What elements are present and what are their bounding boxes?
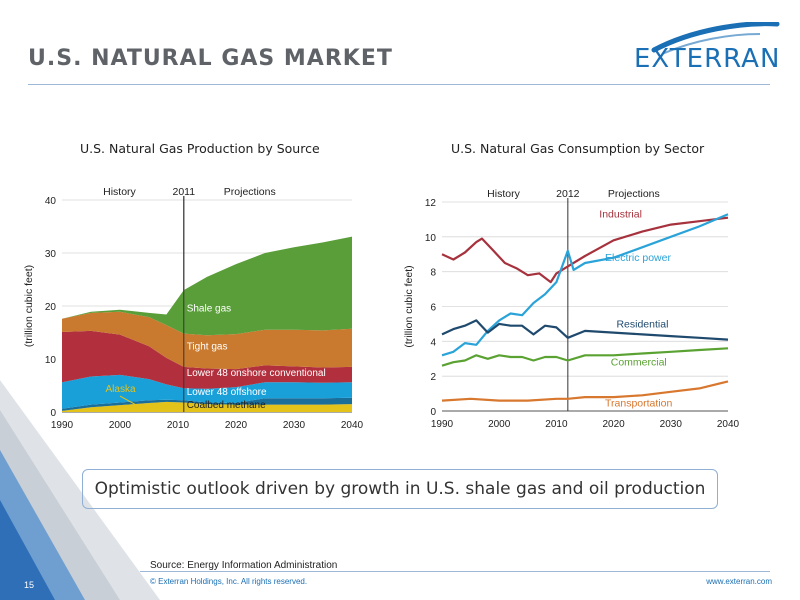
consumption-line-industrial xyxy=(441,216,729,284)
production-area-lower-48-onshore-conventional xyxy=(62,330,352,389)
consumption-ylabel: (trillion cubic feet) xyxy=(403,265,415,347)
page-number: 15 xyxy=(24,580,35,590)
logo-swoosh-icon xyxy=(651,22,780,55)
production-area-alaska xyxy=(62,397,352,411)
production-history-label: History xyxy=(103,186,136,198)
production-xtick-label: 2020 xyxy=(225,420,248,431)
production-series-label: Tight gas xyxy=(187,341,228,352)
consumption-series-label-transportation: Transportation xyxy=(605,398,672,410)
consumption-ytick-label: 0 xyxy=(430,407,436,418)
copyright-text: © Exterran Holdings, Inc. All rights res… xyxy=(150,577,308,586)
consumption-ytick-label: 8 xyxy=(430,268,436,279)
consumption-xtick-label: 2020 xyxy=(602,419,625,430)
production-series-label: Lower 48 onshore conventional xyxy=(187,368,326,379)
consumption-xtick-label: 2000 xyxy=(488,419,511,430)
production-series-label: Coalbed methane xyxy=(187,400,266,411)
production-ytick-label: 20 xyxy=(45,302,57,313)
consumption-series-label-industrial: Industrial xyxy=(599,209,642,221)
logo-text: EXTERRAN xyxy=(634,44,781,74)
consumption-line-residential xyxy=(441,319,729,341)
consumption-ytick-label: 4 xyxy=(430,337,436,348)
header-divider xyxy=(28,84,770,85)
production-xtick-label: 2040 xyxy=(341,420,364,431)
production-ytick-label: 30 xyxy=(45,249,57,260)
consumption-series-label-electric-power: Electric power xyxy=(605,252,671,264)
consumption-chart-title: U.S. Natural Gas Consumption by Sector xyxy=(451,141,705,156)
production-area-shale-gas xyxy=(62,236,352,336)
consumption-xtick-label: 2030 xyxy=(660,419,683,430)
production-series-label: Lower 48 offshore xyxy=(187,387,267,398)
production-chart-title: U.S. Natural Gas Production by Source xyxy=(80,141,320,156)
source-note: Source: Energy Information Administratio… xyxy=(150,560,338,571)
production-area-lower-48-offshore xyxy=(62,374,352,409)
consumption-xtick-label: 2040 xyxy=(717,419,740,430)
production-ytick-label: 40 xyxy=(45,196,57,207)
consumption-ytick-label: 10 xyxy=(425,233,437,244)
production-xtick-label: 2030 xyxy=(283,420,306,431)
consumption-xtick-label: 1990 xyxy=(431,419,454,430)
production-xtick-label: 2000 xyxy=(109,420,132,431)
consumption-line-commercial xyxy=(441,347,729,367)
consumption-line-chart: 0 2 4 6 8 10 12 1990 2000 2010 2020 2030 2040 (trilli… xyxy=(403,188,740,430)
outlook-callout: Optimistic outlook driven by growth in U… xyxy=(82,469,718,509)
consumption-ytick-label: 2 xyxy=(430,372,436,383)
page-title: U.S. NATURAL GAS MARKET xyxy=(28,46,393,71)
production-series-label: Shale gas xyxy=(187,303,231,314)
consumption-series-label-commercial: Commercial xyxy=(611,357,667,369)
consumption-series-label-residential: Residential xyxy=(616,318,668,330)
production-area-tight-gas xyxy=(62,311,352,370)
production-projections-label: Projections xyxy=(224,186,276,198)
consumption-line-transportation xyxy=(441,380,729,402)
production-ytick-label: 10 xyxy=(45,355,57,366)
alaska-leader-line xyxy=(119,395,141,408)
consumption-line-electric-power xyxy=(441,213,729,357)
footer-url-link[interactable]: www.exterran.com xyxy=(706,577,772,586)
consumption-divider-year-label: 2012 xyxy=(556,188,580,200)
production-xtick-label: 2010 xyxy=(167,420,190,431)
production-ytick-label: 0 xyxy=(50,408,56,419)
exterran-logo: EXTERRAN xyxy=(632,22,782,82)
production-ylabel: (trillion cubic feet) xyxy=(23,265,35,347)
production-series-label: Alaska xyxy=(106,384,136,395)
consumption-projections-label: Projections xyxy=(608,188,660,200)
consumption-ytick-label: 12 xyxy=(425,198,437,209)
production-divider-year-label: 2011 xyxy=(173,186,196,198)
production-xtick-label: 1990 xyxy=(51,420,74,431)
consumption-xtick-label: 2010 xyxy=(545,419,568,430)
consumption-history-label: History xyxy=(487,188,520,200)
consumption-ytick-label: 6 xyxy=(430,303,436,314)
footer-divider xyxy=(140,571,770,572)
